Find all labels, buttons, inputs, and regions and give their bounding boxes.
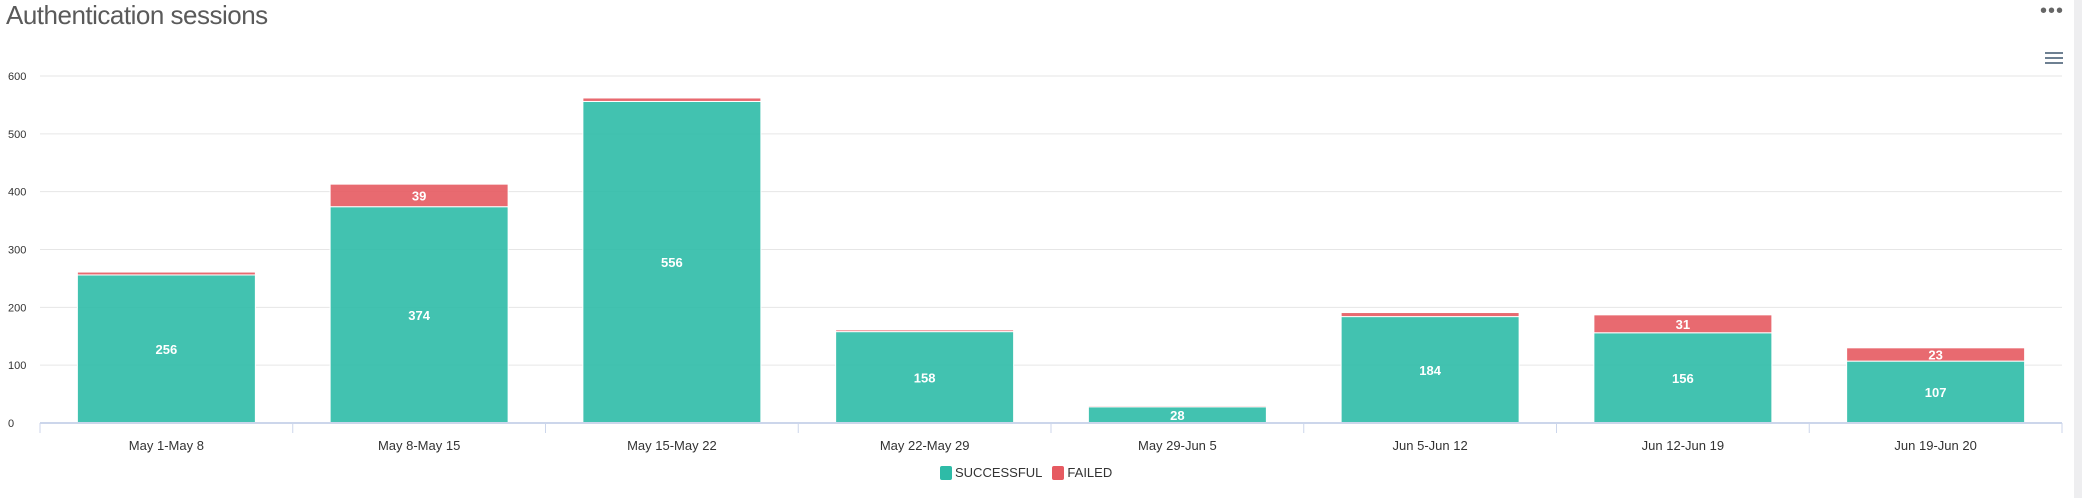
legend-swatch <box>1052 465 1065 480</box>
x-tick-label: May 15-May 22 <box>627 438 717 453</box>
x-tick-label: May 22-May 29 <box>880 438 970 453</box>
data-label: 39 <box>412 188 426 203</box>
bar-successful <box>582 100 762 424</box>
more-options-icon[interactable]: ••• <box>2040 0 2065 22</box>
y-tick-label: 100 <box>8 360 26 372</box>
x-tick-label: Jun 5-Jun 12 <box>1393 438 1468 453</box>
bar-failed <box>329 183 509 208</box>
x-tick-label: May 1-May 8 <box>129 438 204 453</box>
data-label: 107 <box>1925 385 1947 400</box>
legend-item-failed[interactable]: FAILED <box>1052 465 1112 480</box>
bar-successful <box>1846 360 2026 424</box>
x-tick-label: May 8-May 15 <box>378 438 460 453</box>
bar-failed <box>76 271 256 276</box>
bar-successful <box>1340 316 1520 424</box>
bar-successful <box>76 274 256 424</box>
y-tick-label: 600 <box>8 71 26 83</box>
data-label: 156 <box>1672 371 1694 386</box>
bar-failed <box>1846 347 2026 362</box>
data-label: 184 <box>1419 363 1441 378</box>
bar-failed <box>582 97 762 102</box>
data-label: 158 <box>914 370 936 385</box>
bar-failed <box>1593 314 1773 334</box>
hamburger-menu-icon[interactable] <box>2045 52 2063 66</box>
data-label: 256 <box>156 342 178 357</box>
data-label: 28 <box>1170 408 1184 423</box>
legend: SUCCESSFUL FAILED <box>940 465 1112 480</box>
legend-swatch <box>940 465 952 480</box>
legend-label: FAILED <box>1067 465 1113 480</box>
y-tick-label: 300 <box>8 245 26 257</box>
legend-item-successful[interactable]: SUCCESSFUL <box>940 465 1042 480</box>
scrollbar-track[interactable] <box>2074 0 2082 498</box>
x-tick-label: Jun 12-Jun 19 <box>1642 438 1724 453</box>
chart-title: Authentication sessions <box>6 0 268 30</box>
legend-label: SUCCESSFUL <box>955 465 1043 480</box>
bar-failed <box>1087 405 1267 408</box>
bar-successful <box>1593 332 1773 424</box>
y-tick-label: 400 <box>8 187 26 199</box>
x-tick-label: Jun 19-Jun 20 <box>1894 438 1976 453</box>
y-tick-label: 500 <box>8 129 26 141</box>
data-label: 23 <box>1928 347 1942 362</box>
y-tick-label: 0 <box>8 418 14 430</box>
bar-failed <box>1340 312 1520 318</box>
data-label: 556 <box>661 255 683 270</box>
bar-failed <box>835 329 1015 333</box>
data-label: 374 <box>408 308 430 323</box>
data-label: 31 <box>1676 317 1690 332</box>
y-tick-label: 200 <box>8 302 26 314</box>
x-tick-label: May 29-Jun 5 <box>1138 438 1217 453</box>
